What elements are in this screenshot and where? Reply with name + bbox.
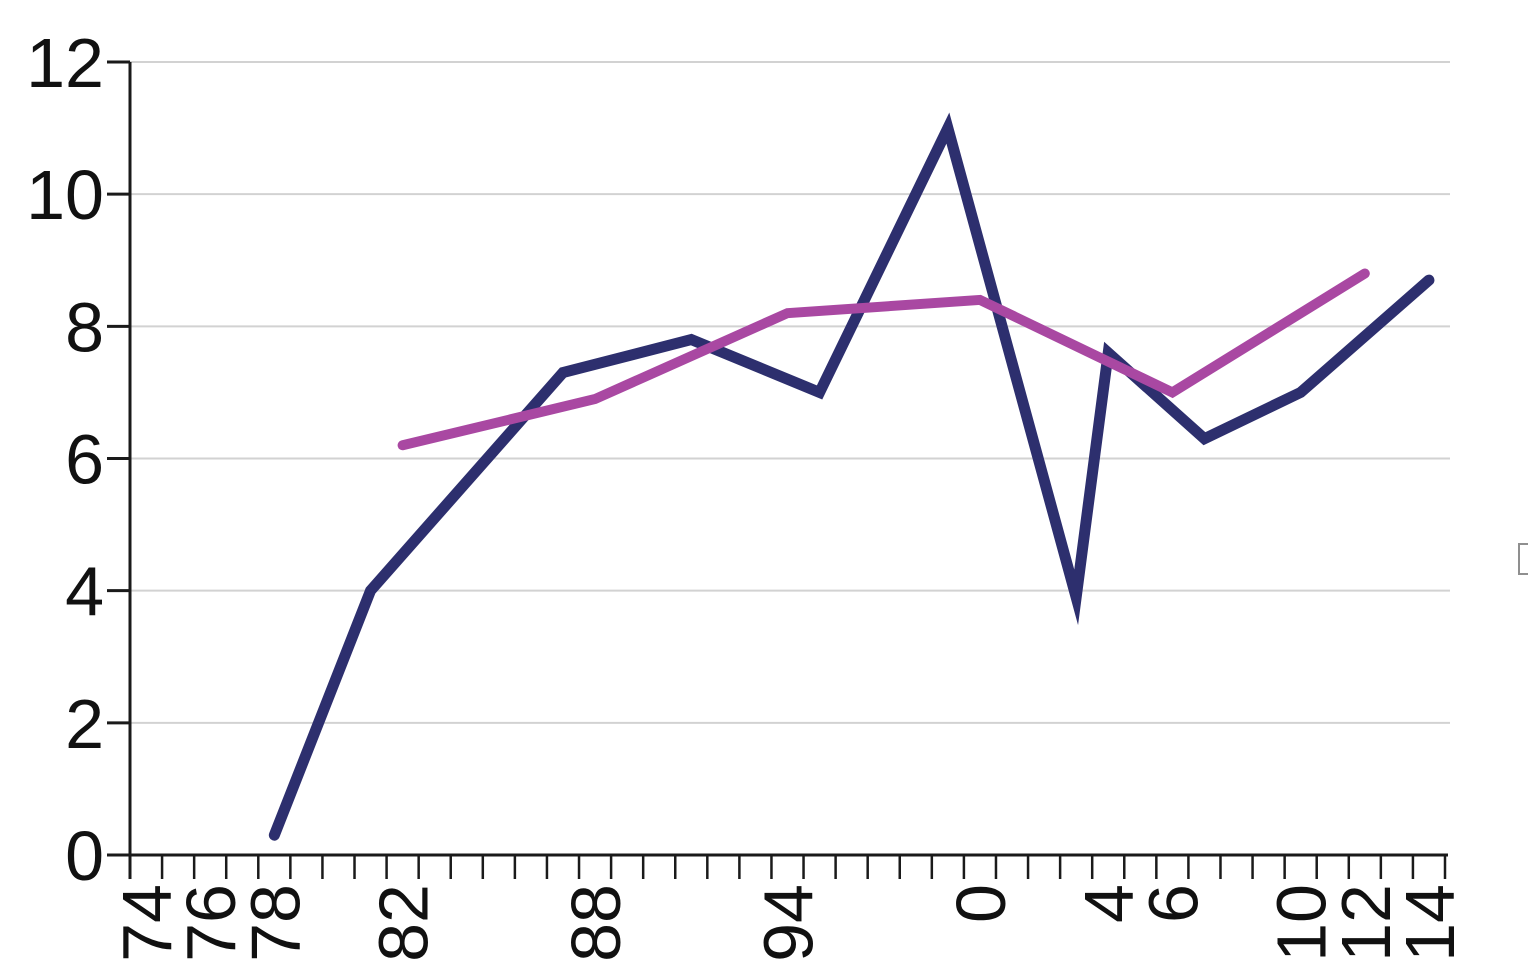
x-axis-label: 10 xyxy=(1263,884,1341,962)
y-axis-label: 0 xyxy=(65,817,104,895)
y-axis-label: 4 xyxy=(65,553,104,631)
x-axis-label: 14 xyxy=(1391,884,1469,962)
magenta-line xyxy=(397,268,1370,451)
x-axis-label: 4 xyxy=(1070,884,1148,923)
dark-blue-line xyxy=(268,112,1435,841)
x-axis-label: 6 xyxy=(1134,884,1212,923)
x-axis-label: 12 xyxy=(1327,884,1405,962)
x-axis-label: 94 xyxy=(750,884,828,962)
x-axis-label: 76 xyxy=(172,884,250,962)
x-axis-label: 0 xyxy=(942,884,1020,923)
y-axis-label: 6 xyxy=(65,421,104,499)
x-axis-label: 78 xyxy=(236,884,314,962)
x-axis-label: 82 xyxy=(365,884,443,962)
y-axis-label: 12 xyxy=(26,24,104,102)
y-axis-label: 8 xyxy=(65,288,104,366)
y-axis-label: 10 xyxy=(26,156,104,234)
y-axis-label: 2 xyxy=(65,685,104,763)
x-axis-label: 88 xyxy=(557,884,635,962)
clipped-legend-box-icon xyxy=(1518,543,1528,575)
x-axis-label: 74 xyxy=(108,884,186,962)
